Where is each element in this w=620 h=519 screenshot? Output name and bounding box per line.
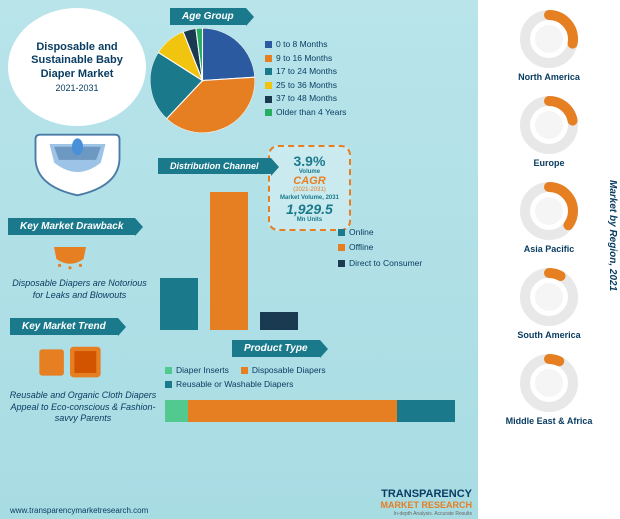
dist-bar [210, 192, 248, 330]
footer-url: www.transparencymarketresearch.com [10, 506, 148, 515]
region-gauge: South America [482, 266, 616, 340]
product-stacked-bar [165, 400, 455, 422]
legend-item: 9 to 16 Months [265, 52, 346, 66]
legend-item: Diaper Inserts [165, 365, 229, 375]
legend-item: Offline [338, 240, 422, 255]
diaper-icon [30, 130, 125, 200]
product-legend: Diaper Inserts Disposable Diapers Reusable… [165, 365, 455, 389]
logo: TRANSPARENCY MARKET RESEARCH In-depth An… [380, 488, 472, 517]
legend-item: 25 to 36 Months [265, 79, 346, 93]
drawback-label: Key Market Drawback [8, 218, 135, 235]
dist-bar [160, 278, 198, 330]
region-gauge: North America [482, 8, 616, 82]
region-gauge: Middle East & Africa [482, 352, 616, 426]
legend-item: Online [338, 225, 422, 240]
product-segment [397, 400, 455, 422]
region-gauge: Europe [482, 94, 616, 168]
drawback-text: Disposable Diapers are Notorious for Lea… [12, 278, 147, 301]
legend-item: Reusable or Washable Diapers [165, 379, 293, 389]
trend-text: Reusable and Organic Cloth Diapers Appea… [8, 390, 158, 425]
product-label: Product Type [232, 340, 320, 357]
logo-line1: TRANSPARENCY [381, 488, 472, 500]
dist-legend: OnlineOfflineDirect to Consumer [338, 225, 422, 271]
logo-tagline: In-depth Analysis. Accurate Results [394, 511, 472, 517]
legend-item: 37 to 48 Months [265, 92, 346, 106]
legend-item: 17 to 24 Months [265, 65, 346, 79]
legend-item: Older than 4 Years [265, 106, 346, 120]
legend-item: 0 to 8 Months [265, 38, 346, 52]
diaper-leak-icon [50, 242, 90, 272]
product-segment [165, 400, 188, 422]
legend-item: Direct to Consumer [338, 256, 422, 271]
dist-label: Distribution Channel [158, 158, 271, 174]
region-title: Market by Region, 2021 [607, 180, 618, 291]
trend-label: Key Market Trend [10, 318, 118, 335]
age-legend: 0 to 8 Months9 to 16 Months17 to 24 Mont… [265, 38, 346, 120]
region-gauge: Asia Pacific [482, 180, 616, 254]
age-group-label: Age Group [170, 8, 246, 25]
dist-bars [160, 185, 330, 330]
legend-item: Disposable Diapers [241, 365, 326, 375]
age-pie-chart [150, 28, 255, 133]
title-box: Disposable and Sustainable Baby Diaper M… [8, 8, 146, 126]
main-title: Disposable and Sustainable Baby Diaper M… [16, 41, 138, 81]
product-segment [188, 400, 397, 422]
cagr-pct: 3.9% [280, 153, 339, 169]
dist-bar [260, 312, 298, 330]
logo-line2: MARKET RESEARCH [380, 500, 472, 510]
cloth-diaper-icon [35, 342, 105, 382]
year-range: 2021-2031 [55, 83, 98, 93]
